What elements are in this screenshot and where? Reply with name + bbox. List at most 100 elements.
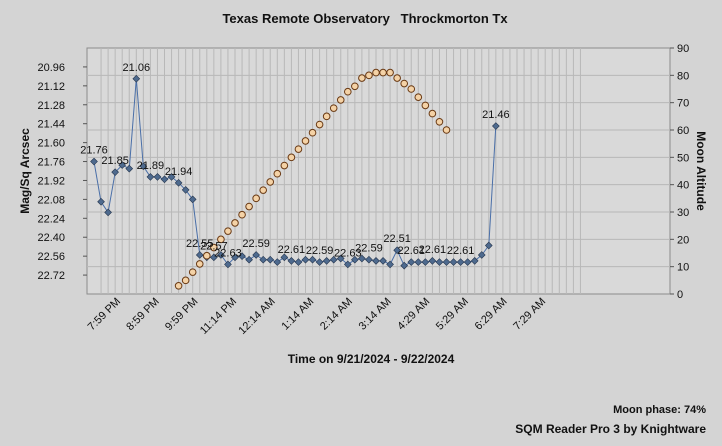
data-label: 22.57 <box>200 240 228 252</box>
sqm-point <box>252 251 260 259</box>
sqm-point <box>435 258 444 266</box>
sqm-point <box>217 251 225 259</box>
moon-altitude-point <box>238 210 246 219</box>
sqm-point <box>343 260 352 269</box>
moon-altitude-point <box>442 126 451 134</box>
sqm-point <box>351 255 359 264</box>
y-tick-label: 21.44 <box>37 119 65 131</box>
grid-lines <box>87 48 670 294</box>
chart-title: Texas Remote Observatory Throckmorton Tx <box>222 11 508 26</box>
sqm-series-line <box>93 78 497 267</box>
moon-altitude-point <box>386 68 394 77</box>
x-axis-label: Time on 9/21/2024 - 9/22/2024 <box>288 352 455 366</box>
sqm-point <box>492 122 500 130</box>
sqm-point <box>421 258 430 266</box>
sqm-point <box>400 261 409 270</box>
sqm-point <box>231 253 239 262</box>
moon-altitude-point <box>231 219 239 227</box>
sqm-point <box>414 258 423 266</box>
sqm-point <box>167 173 176 181</box>
sqm-point <box>442 258 451 266</box>
y2-axis-ticks: 0 10 20 30 40 50 60 70 80 90 <box>670 43 689 301</box>
data-label: 22.61 <box>278 244 306 256</box>
y-tick-label: 22.40 <box>37 232 65 244</box>
moon-altitude-point <box>435 118 444 126</box>
series-layer <box>90 68 500 290</box>
moon-altitude-point <box>181 276 190 285</box>
sqm-point <box>322 257 331 265</box>
moon-altitude-point <box>224 227 232 235</box>
moon-altitude-point <box>195 260 204 268</box>
y2-tick-label: 0 <box>677 289 683 301</box>
data-label: 22.51 <box>383 233 411 245</box>
moon-altitude-point <box>329 104 338 112</box>
sqm-point <box>280 253 289 262</box>
sqm-point <box>259 255 268 264</box>
moon-altitude-point <box>400 79 409 88</box>
y-tick-label: 22.08 <box>37 194 65 206</box>
moon-altitude-point <box>273 169 282 178</box>
sqm-point <box>358 254 366 263</box>
data-label: 21.46 <box>482 109 510 121</box>
sqm-point <box>125 164 134 173</box>
y2-tick-label: 20 <box>677 234 689 246</box>
sqm-point <box>146 173 155 181</box>
moon-altitude-point <box>322 112 331 121</box>
moon-altitude-point <box>372 68 380 77</box>
sqm-point <box>132 74 141 83</box>
y2-tick-label: 70 <box>677 98 689 110</box>
moon-altitude-point <box>358 74 366 82</box>
moon-altitude-point <box>393 74 401 82</box>
y2-tick-label: 60 <box>677 125 689 137</box>
sqm-point <box>407 258 416 266</box>
y-tick-label: 20.96 <box>37 62 65 74</box>
y2-tick-label: 80 <box>677 70 689 82</box>
sqm-point <box>266 255 275 264</box>
sqm-point <box>336 254 345 263</box>
moon-altitude-point <box>203 251 211 260</box>
sqm-point <box>456 258 465 266</box>
moon-altitude-point <box>280 161 289 170</box>
y2-tick-label: 90 <box>677 43 689 55</box>
y-tick-label: 21.12 <box>37 81 65 93</box>
sqm-point <box>393 246 401 255</box>
sqm-point <box>477 251 486 259</box>
data-label: 22.61 <box>419 244 447 256</box>
y2-tick-label: 40 <box>677 180 689 192</box>
y-tick-label: 21.28 <box>37 100 65 112</box>
sqm-point <box>484 241 493 250</box>
moon-altitude-point <box>379 68 387 77</box>
moon-altitude-point <box>259 186 268 194</box>
moon-altitude-point <box>414 93 423 101</box>
data-label: 22.59 <box>306 245 334 257</box>
data-label: 22.59 <box>242 238 270 250</box>
sqm-point <box>273 258 282 266</box>
footer-credit: SQM Reader Pro 3 by Knightware <box>515 422 706 436</box>
y-tick-label: 22.56 <box>37 251 65 263</box>
sqm-point <box>174 179 183 187</box>
moon-altitude-point <box>287 153 296 162</box>
data-label: 22.63 <box>334 247 362 259</box>
sqm-point <box>238 252 246 260</box>
sqm-point <box>118 161 127 169</box>
y-tick-label: 21.92 <box>37 175 65 187</box>
sqm-point <box>329 255 338 264</box>
sqm-point <box>428 257 437 265</box>
moon-altitude-point <box>301 137 310 145</box>
data-label: 21.06 <box>123 62 151 74</box>
data-label: 21.89 <box>137 160 165 172</box>
y2-tick-label: 50 <box>677 152 689 164</box>
sqm-point <box>153 173 162 181</box>
moon-altitude-point <box>245 202 253 211</box>
y-axis-ticks: 20.96 21.12 21.28 21.44 21.60 21.76 21.92 22.08… <box>37 62 87 282</box>
sqm-point <box>386 260 394 269</box>
moon-altitude-point <box>210 243 218 252</box>
sqm-point <box>294 258 303 266</box>
y-tick-label: 22.72 <box>37 270 65 282</box>
sqm-point <box>463 258 472 266</box>
moon-altitude-point <box>407 85 416 93</box>
sqm-point <box>449 258 458 266</box>
y-tick-label: 21.60 <box>37 138 65 150</box>
